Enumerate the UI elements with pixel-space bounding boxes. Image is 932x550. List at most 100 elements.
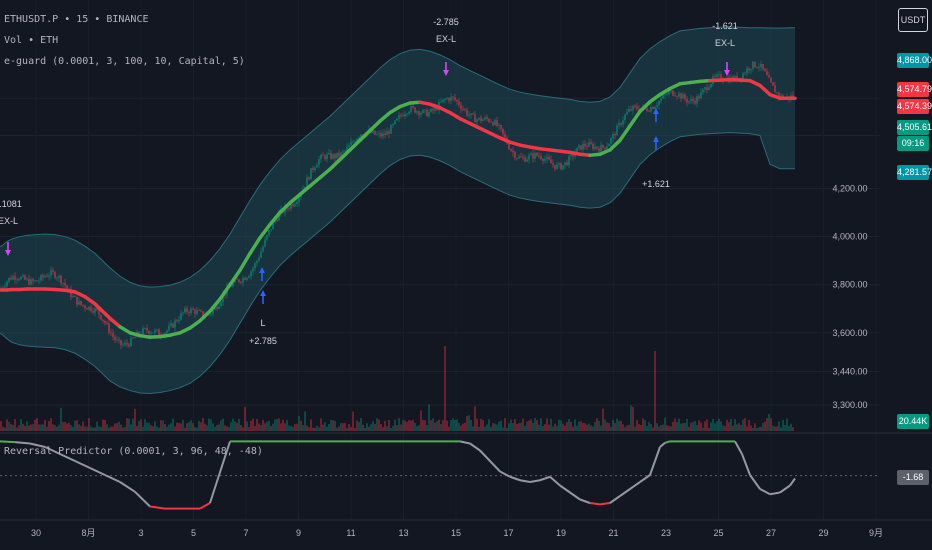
volume-bar	[496, 424, 498, 431]
candle-body	[466, 109, 468, 116]
volume-bar	[574, 419, 576, 431]
candle-body	[174, 320, 176, 328]
volume-bar	[272, 423, 274, 431]
x-tick-label: 11	[346, 528, 355, 538]
candle-body	[268, 230, 270, 236]
candle-body	[492, 122, 494, 126]
candle-body	[218, 305, 220, 309]
volume-bar	[382, 427, 384, 431]
candle-body	[30, 279, 32, 285]
volume-bar	[694, 420, 696, 431]
candle-body	[462, 109, 464, 110]
x-tick-label: 8月	[81, 528, 95, 538]
candle-body	[330, 152, 332, 159]
candle-body	[512, 150, 514, 153]
x-tick-label: 30	[31, 528, 41, 538]
volume-bar	[92, 427, 94, 431]
candle-body	[16, 279, 18, 281]
candle-body	[478, 117, 480, 120]
volume-bar	[430, 420, 432, 431]
volume-bar	[184, 427, 186, 431]
candle-body	[576, 147, 578, 153]
volume-bar	[484, 426, 486, 431]
indicator-legend[interactable]: e-guard (0.0001, 3, 100, 10, Capital, 5)	[4, 56, 245, 67]
volume-bar	[610, 426, 612, 431]
volume-bar	[104, 420, 106, 431]
x-tick-label: 17	[503, 528, 513, 538]
currency-button[interactable]: USDT	[898, 8, 928, 32]
candle-body	[56, 277, 58, 279]
volume-bar	[126, 418, 128, 431]
trend-segment	[298, 184, 312, 197]
volume-bar	[102, 419, 104, 431]
volume-bar	[356, 420, 358, 431]
candle-body	[322, 154, 324, 156]
volume-bar	[112, 426, 114, 431]
candle-body	[498, 125, 500, 126]
candle-body	[238, 279, 240, 282]
candle-body	[668, 91, 670, 95]
oscillator-segment	[489, 460, 501, 473]
candle-body	[244, 277, 246, 280]
candle-body	[124, 342, 126, 345]
symbol-legend[interactable]: ETHUSDT.P • 15 • BINANCE	[4, 14, 149, 25]
volume-bar	[452, 418, 454, 431]
oscillator-legend[interactable]: Reversal Predictor (0.0001, 3, 96, 48, -…	[4, 446, 263, 457]
candle-body	[748, 68, 750, 71]
candle-body	[114, 336, 116, 340]
candle-body	[190, 308, 192, 314]
candle-body	[6, 281, 8, 287]
volume-bar	[502, 427, 504, 431]
candle-body	[770, 77, 772, 83]
volume-bar	[400, 424, 402, 431]
volume-bar	[734, 419, 736, 431]
oscillator-segment	[664, 440, 671, 444]
candle-body	[530, 153, 532, 156]
volume-bar	[146, 422, 148, 431]
volume-bar	[462, 423, 464, 431]
volume-bar	[412, 419, 414, 431]
volume-legend[interactable]: Vol • ETH	[4, 35, 59, 46]
y-tick-label: 4,200.00	[832, 183, 867, 193]
oscillator-segment	[654, 446, 661, 462]
volume-bar	[58, 424, 60, 431]
trend-segment	[338, 148, 352, 162]
candle-body	[780, 95, 782, 97]
volume-bar	[214, 426, 216, 431]
trend-segment	[638, 100, 652, 114]
oscillator-segment	[14, 441, 31, 445]
candle-body	[384, 133, 386, 135]
volume-bar	[180, 423, 182, 431]
volume-bar	[174, 426, 176, 431]
volume-bar	[532, 423, 534, 431]
trend-segment	[608, 138, 622, 152]
candle-body	[714, 76, 716, 78]
volume-bar	[464, 422, 466, 431]
candle-body	[270, 229, 272, 231]
volume-bar	[216, 425, 218, 431]
candle-body	[698, 96, 700, 99]
volume-bar	[438, 419, 440, 431]
candle-body	[80, 301, 82, 305]
x-tick-label: 3	[138, 528, 143, 538]
volume-bar	[210, 419, 212, 431]
volume-bar	[74, 420, 76, 431]
trend-segment	[118, 325, 132, 335]
oscillator-segment	[29, 442, 46, 448]
volume-bar	[652, 427, 654, 431]
candle-body	[666, 94, 668, 96]
candle-body	[42, 275, 44, 278]
candle-body	[390, 125, 392, 134]
volume-bar	[316, 425, 318, 431]
candle-body	[482, 119, 484, 121]
candle-body	[334, 154, 336, 159]
volume-bar	[144, 419, 146, 431]
candle-body	[418, 111, 420, 115]
volume-bar	[110, 426, 112, 431]
candle-body	[534, 153, 536, 159]
volume-bar	[530, 419, 532, 431]
volume-bar	[444, 346, 446, 431]
candle-body	[320, 154, 322, 160]
candle-body	[420, 113, 422, 115]
